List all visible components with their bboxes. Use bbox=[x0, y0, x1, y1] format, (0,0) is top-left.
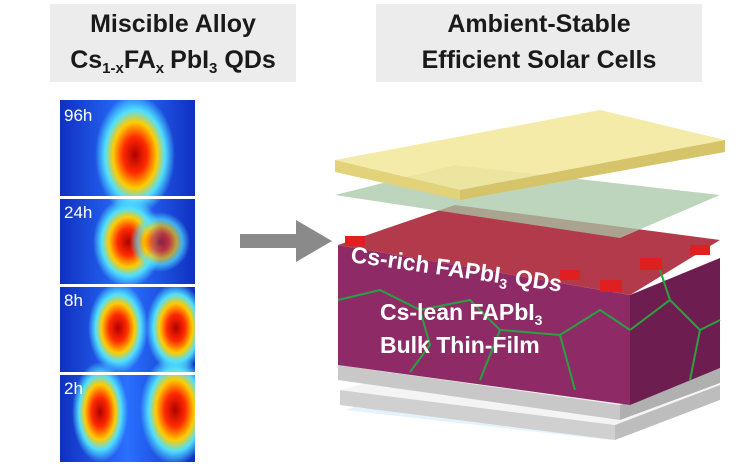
text: Cs-lean FAPbI bbox=[380, 299, 535, 325]
header-box bbox=[376, 4, 702, 82]
left-title-line1: Miscible Alloy bbox=[90, 10, 256, 38]
heatmap bbox=[60, 100, 195, 462]
time-label: 8h bbox=[64, 291, 83, 310]
header-box bbox=[50, 4, 296, 82]
time-label: 2h bbox=[64, 379, 83, 398]
right-title-line2: Efficient Solar Cells bbox=[422, 46, 657, 74]
subscript: 1-x bbox=[102, 60, 124, 77]
subscript: x bbox=[156, 60, 165, 77]
arrow bbox=[240, 220, 332, 262]
device bbox=[335, 110, 725, 440]
text: PbI bbox=[170, 46, 209, 74]
time-label: 24h bbox=[64, 203, 92, 222]
bulk-label: Cs-lean FAPbI3 bbox=[380, 299, 543, 328]
text: Cs bbox=[70, 46, 102, 74]
time-label: 96h bbox=[64, 106, 92, 125]
subscript: 3 bbox=[209, 60, 217, 77]
text: QDs bbox=[224, 46, 275, 74]
bulk-label: Bulk Thin-Film bbox=[380, 332, 540, 358]
subscript: 3 bbox=[535, 312, 543, 328]
left-title-line2: Cs1-xFAx PbI3 QDs bbox=[70, 46, 276, 77]
text: FA bbox=[124, 46, 156, 74]
subscript: 3 bbox=[498, 275, 508, 292]
right-title-line1: Ambient-Stable bbox=[447, 10, 630, 38]
